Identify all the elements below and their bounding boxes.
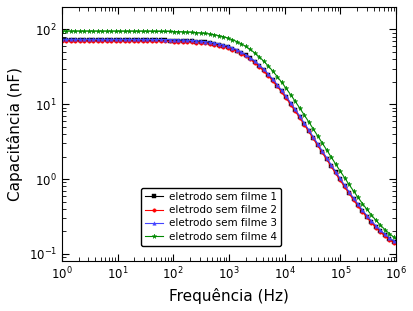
eletrodo sem filme 3 bbox=[191, 39, 196, 42]
Legend: eletrodo sem filme 1, eletrodo sem filme 2, eletrodo sem filme 3, eletrodo sem f: eletrodo sem filme 1, eletrodo sem filme… bbox=[140, 188, 280, 246]
eletrodo sem filme 3 bbox=[247, 56, 252, 59]
eletrodo sem filme 2 bbox=[234, 50, 239, 53]
Y-axis label: Capacitância (nF): Capacitância (nF) bbox=[7, 67, 23, 201]
eletrodo sem filme 3 bbox=[169, 38, 174, 42]
eletrodo sem filme 4 bbox=[59, 29, 64, 33]
eletrodo sem filme 2 bbox=[59, 39, 64, 43]
X-axis label: Frequência (Hz): Frequência (Hz) bbox=[169, 288, 288, 304]
eletrodo sem filme 3 bbox=[335, 173, 339, 177]
eletrodo sem filme 1 bbox=[290, 105, 295, 109]
eletrodo sem filme 2 bbox=[290, 106, 295, 110]
Line: eletrodo sem filme 4: eletrodo sem filme 4 bbox=[59, 29, 398, 241]
eletrodo sem filme 1 bbox=[393, 241, 398, 245]
Line: eletrodo sem filme 3: eletrodo sem filme 3 bbox=[60, 38, 397, 244]
eletrodo sem filme 4 bbox=[290, 96, 295, 100]
eletrodo sem filme 4 bbox=[335, 165, 339, 169]
eletrodo sem filme 2 bbox=[335, 175, 339, 179]
eletrodo sem filme 3 bbox=[234, 48, 239, 52]
eletrodo sem filme 1 bbox=[335, 174, 339, 178]
eletrodo sem filme 1 bbox=[234, 49, 239, 53]
Line: eletrodo sem filme 2: eletrodo sem filme 2 bbox=[60, 39, 397, 246]
eletrodo sem filme 4 bbox=[234, 40, 239, 44]
eletrodo sem filme 2 bbox=[169, 39, 174, 43]
Line: eletrodo sem filme 1: eletrodo sem filme 1 bbox=[60, 38, 397, 245]
eletrodo sem filme 3 bbox=[59, 37, 64, 41]
eletrodo sem filme 4 bbox=[169, 30, 174, 33]
eletrodo sem filme 2 bbox=[247, 58, 252, 61]
eletrodo sem filme 1 bbox=[191, 39, 196, 43]
eletrodo sem filme 4 bbox=[247, 48, 252, 51]
eletrodo sem filme 2 bbox=[393, 242, 398, 246]
eletrodo sem filme 4 bbox=[191, 30, 196, 34]
eletrodo sem filme 1 bbox=[59, 38, 64, 42]
eletrodo sem filme 3 bbox=[393, 241, 398, 244]
eletrodo sem filme 1 bbox=[247, 57, 252, 60]
eletrodo sem filme 2 bbox=[191, 40, 196, 44]
eletrodo sem filme 1 bbox=[169, 39, 174, 42]
eletrodo sem filme 4 bbox=[393, 237, 398, 241]
eletrodo sem filme 3 bbox=[290, 104, 295, 108]
